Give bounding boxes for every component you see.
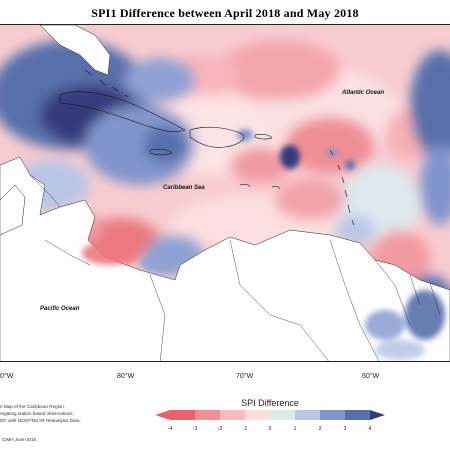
legend-swatch — [220, 410, 246, 420]
legend-swatch — [170, 410, 196, 420]
legend-tick-label: 3 — [343, 426, 347, 432]
puerto-rico-outline — [254, 133, 273, 140]
caption-line: n Map of the Caribbean Region. — [0, 404, 66, 409]
legend-colorbar — [155, 410, 385, 420]
legend-arrow-high — [370, 410, 385, 420]
jamaica-outline — [149, 148, 173, 156]
spi-map-canvas — [0, 25, 450, 361]
central-america — [0, 156, 450, 361]
yucatan — [0, 184, 26, 236]
longitude-partial-label: 0°W — [0, 373, 14, 380]
caption-line: DF, with NCEP/NCAR Reanalysis Data. — [0, 418, 81, 423]
legend-tick-label: -4 — [167, 426, 173, 432]
caption-line: regating station based observations, — [0, 411, 74, 416]
legend-tick-label: -3 — [192, 426, 198, 432]
legend-tick-label: -1 — [242, 426, 248, 432]
legend-tick-label: 1 — [293, 426, 297, 432]
legend-swatch — [295, 410, 321, 420]
longitude-70w-label: 70°W — [236, 373, 254, 380]
legend-swatch — [245, 410, 271, 420]
legend-tick-label: -2 — [217, 426, 223, 432]
legend-arrow-low — [155, 410, 170, 420]
caribbean-sea-label: Caribbean Sea — [163, 185, 205, 191]
hispaniola-outline — [189, 126, 245, 148]
legend-swatch — [320, 410, 346, 420]
legend-swatch — [345, 410, 371, 420]
spi-map — [0, 24, 450, 362]
legend-swatch — [195, 410, 221, 420]
bahamas-outline — [84, 69, 129, 98]
longitude-80w-label: 80°W — [117, 373, 135, 380]
cuba-outline — [59, 91, 186, 132]
pacific-ocean-label: Pacific Ocean — [40, 306, 80, 312]
abc-islands-outline — [239, 183, 280, 190]
legend-tick-label: 4 — [368, 426, 372, 432]
longitude-60w-label: 60°W — [362, 373, 380, 380]
island-outlines — [59, 69, 355, 226]
legend-title: SPI Difference — [241, 398, 299, 408]
lesser-antilles-outline — [329, 149, 355, 226]
florida — [39, 25, 111, 76]
legend-tick-label: 2 — [318, 426, 322, 432]
map-caption: n Map of the Caribbean Region. regating … — [0, 403, 125, 424]
legend-swatch — [270, 410, 296, 420]
credit-text: CIMH June-2018 — [2, 437, 37, 442]
country-borders — [29, 174, 441, 361]
map-title: SPI1 Difference between April 2018 and M… — [91, 6, 359, 20]
land-anomaly — [82, 241, 445, 360]
atlantic-ocean-label: Atlantic Ocean — [342, 90, 385, 96]
legend-tick-label: 0 — [268, 426, 272, 432]
land-masses — [0, 25, 450, 361]
